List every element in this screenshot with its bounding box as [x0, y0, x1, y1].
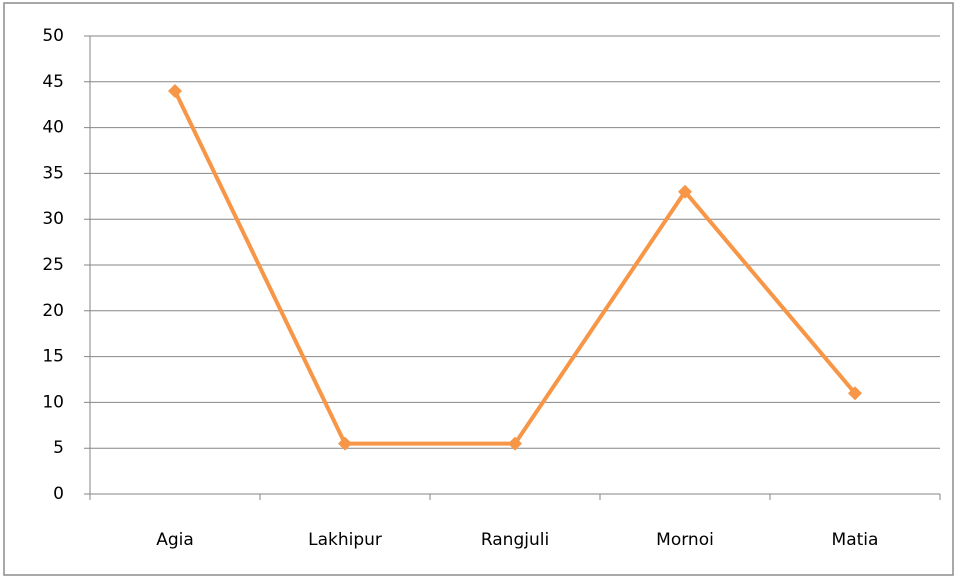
y-tick-label: 25 [42, 255, 64, 275]
y-tick-label: 35 [42, 163, 64, 183]
x-tick-label: Rangjuli [481, 530, 549, 550]
y-tick-label: 30 [42, 209, 64, 229]
y-tick-label: 20 [42, 301, 64, 321]
data-point [848, 386, 862, 401]
y-tick-label: 15 [42, 347, 64, 367]
data-point [168, 83, 182, 98]
y-tick-label: 10 [42, 392, 64, 412]
y-tick-label: 50 [42, 26, 64, 46]
x-tick-label: Mornoi [656, 530, 714, 550]
data-point [508, 436, 522, 451]
data-point [678, 184, 692, 199]
x-tick-label: Matia [832, 530, 879, 550]
x-tick-label: Agia [156, 530, 194, 550]
data-point [338, 436, 352, 451]
y-tick-label: 45 [42, 72, 64, 92]
chart-border [3, 2, 954, 576]
x-tick-label: Lakhipur [308, 530, 382, 550]
y-tick-label: 0 [53, 484, 64, 504]
y-tick-label: 40 [42, 118, 64, 138]
y-tick-label: 5 [53, 438, 64, 458]
